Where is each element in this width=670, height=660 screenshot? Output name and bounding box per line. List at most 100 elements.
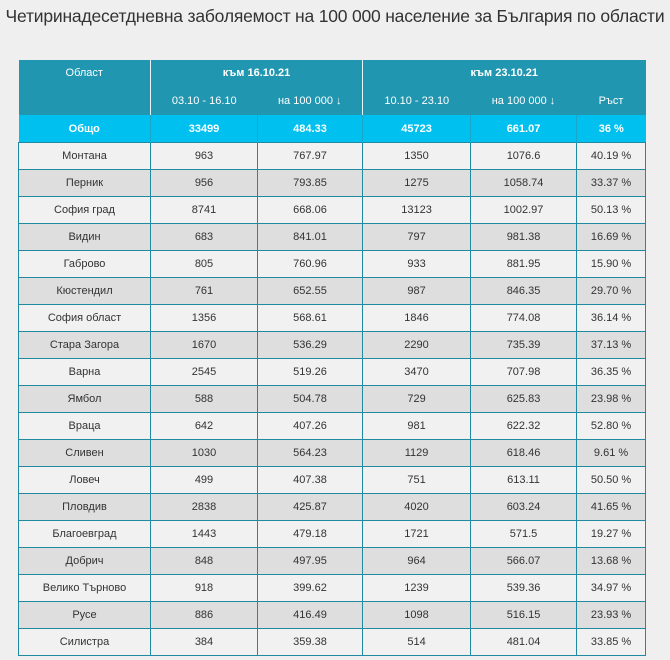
total-growth: 36 % [576,115,646,143]
cell-growth: 33.85 % [576,628,647,656]
total-row: Общо 33499 484.33 45723 661.07 36 % [18,115,646,143]
cell-g1-per100k: 497.95 [256,547,364,575]
cell-region: Враца [18,412,151,440]
column-header-g1-cases[interactable]: 03.10 - 16.10 [150,87,258,115]
incidence-table: Област към 16.10.21 към 23.10.21 03.10 -… [18,60,647,656]
table-row: Варна 2545 519.26 3470 707.98 36.35 % [18,358,647,386]
cell-growth: 36.14 % [576,304,647,332]
cell-g2-cases: 797 [362,223,472,251]
table-row: Враца 642 407.26 981 622.32 52.80 % [18,412,647,440]
cell-g1-cases: 642 [150,412,258,440]
cell-region: Сливен [18,439,151,467]
table-row: София град 8741 668.06 13123 1002.97 50.13 % [18,196,647,224]
cell-g1-cases: 1443 [150,520,258,548]
cell-g2-cases: 981 [362,412,472,440]
column-header-growth[interactable]: Ръст [576,87,646,115]
cell-growth: 52.80 % [576,412,647,440]
cell-region: Перник [18,169,151,197]
cell-g1-per100k: 399.62 [256,574,364,602]
cell-g1-per100k: 407.26 [256,412,364,440]
cell-g2-cases: 1129 [362,439,472,467]
cell-g2-cases: 729 [362,385,472,413]
cell-g1-cases: 588 [150,385,258,413]
table-row: Сливен 1030 564.23 1129 618.46 9.61 % [18,439,647,467]
cell-g1-per100k: 504.78 [256,385,364,413]
table-row: Ловеч 499 407.38 751 613.11 50.50 % [18,466,647,494]
total-g1-cases: 33499 [150,115,258,143]
cell-g2-per100k: 571.5 [470,520,578,548]
cell-g2-per100k: 613.11 [470,466,578,494]
cell-g2-per100k: 881.95 [470,250,578,278]
cell-g2-cases: 1239 [362,574,472,602]
cell-g2-per100k: 1058.74 [470,169,578,197]
table-row: Габрово 805 760.96 933 881.95 15.90 % [18,250,647,278]
column-group-header-23-10: към 23.10.21 [362,60,646,87]
cell-g2-cases: 1350 [362,142,472,170]
cell-g2-per100k: 625.83 [470,385,578,413]
cell-region: Русе [18,601,151,629]
cell-growth: 50.50 % [576,466,647,494]
cell-g1-per100k: 793.85 [256,169,364,197]
header-row-columns: 03.10 - 16.10 на 100 000 ↓ 10.10 - 23.10… [19,87,646,115]
cell-g1-per100k: 536.29 [256,331,364,359]
table-row: Монтана 963 767.97 1350 1076.6 40.19 % [18,142,647,170]
cell-g1-cases: 963 [150,142,258,170]
column-header-g1-per100k[interactable]: на 100 000 ↓ [257,87,363,115]
cell-g2-per100k: 1076.6 [470,142,578,170]
cell-g1-cases: 848 [150,547,258,575]
cell-g2-cases: 1098 [362,601,472,629]
column-header-region[interactable]: Област [18,60,151,115]
cell-g2-per100k: 566.07 [470,547,578,575]
column-header-g2-per100k[interactable]: на 100 000 ↓ [470,87,577,115]
cell-g1-per100k: 652.55 [256,277,364,305]
cell-g2-per100k: 481.04 [470,628,578,656]
cell-g2-cases: 964 [362,547,472,575]
table-row: Велико Търново 918 399.62 1239 539.36 34.97 % [18,574,647,602]
cell-g2-per100k: 622.32 [470,412,578,440]
table-row: Видин 683 841.01 797 981.38 16.69 % [18,223,647,251]
cell-region: Видин [18,223,151,251]
cell-g1-cases: 683 [150,223,258,251]
table-row: Перник 956 793.85 1275 1058.74 33.37 % [18,169,647,197]
cell-growth: 23.98 % [576,385,647,413]
cell-g1-cases: 956 [150,169,258,197]
cell-growth: 50.13 % [576,196,647,224]
cell-g2-per100k: 846.35 [470,277,578,305]
cell-region: Силистра [18,628,151,656]
table-row: Ямбол 588 504.78 729 625.83 23.98 % [18,385,647,413]
cell-growth: 9.61 % [576,439,647,467]
cell-growth: 37.13 % [576,331,647,359]
cell-g1-per100k: 564.23 [256,439,364,467]
cell-growth: 40.19 % [576,142,647,170]
table-row: Пловдив 2838 425.87 4020 603.24 41.65 % [18,493,647,521]
cell-region: Велико Търново [18,574,151,602]
cell-g2-per100k: 539.36 [470,574,578,602]
cell-g1-per100k: 416.49 [256,601,364,629]
cell-g2-cases: 1846 [362,304,472,332]
cell-region: Варна [18,358,151,386]
cell-region: София област [18,304,151,332]
cell-g1-cases: 918 [150,574,258,602]
cell-g1-cases: 805 [150,250,258,278]
incidence-table-container: Област към 16.10.21 към 23.10.21 03.10 -… [18,60,647,656]
cell-g1-cases: 8741 [150,196,258,224]
table-row: Силистра 384 359.38 514 481.04 33.85 % [18,628,647,656]
cell-growth: 23.93 % [576,601,647,629]
table-row: Добрич 848 497.95 964 566.07 13.68 % [18,547,647,575]
cell-g2-per100k: 1002.97 [470,196,578,224]
total-g2-cases: 45723 [362,115,471,143]
table-row: Благоевград 1443 479.18 1721 571.5 19.27 % [18,520,647,548]
cell-g2-per100k: 603.24 [470,493,578,521]
cell-g1-cases: 1356 [150,304,258,332]
cell-growth: 15.90 % [576,250,647,278]
column-header-g2-cases[interactable]: 10.10 - 23.10 [362,87,471,115]
cell-g1-per100k: 841.01 [256,223,364,251]
header-row-groups: Област към 16.10.21 към 23.10.21 [18,60,646,115]
page-title: Четиринадесетдневна заболяемост на 100 0… [5,6,665,26]
cell-growth: 36.35 % [576,358,647,386]
cell-growth: 41.65 % [576,493,647,521]
cell-region: Пловдив [18,493,151,521]
total-g2-per100k: 661.07 [470,115,577,143]
cell-region: София град [18,196,151,224]
cell-g2-cases: 13123 [362,196,472,224]
